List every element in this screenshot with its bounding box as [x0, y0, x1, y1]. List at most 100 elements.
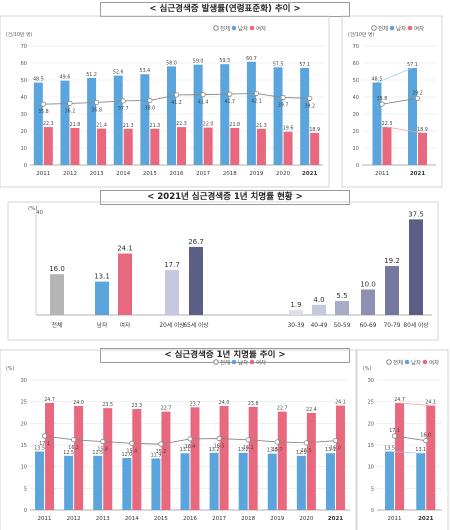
- incidence-label-male: 60.7: [246, 56, 257, 62]
- fatality-trend-label-male: 12.5: [92, 450, 103, 456]
- incidence-bar-male: [246, 61, 256, 166]
- fatality-trend-label-female: 23.8: [248, 401, 259, 407]
- fatality2021-bar: [335, 300, 349, 315]
- fatality-trend-bar-male: [64, 455, 74, 510]
- incidence-label-total: 41.2: [171, 100, 182, 106]
- incidence-bar-male: [273, 67, 283, 165]
- fatality-trend-legend-female-label: 여자: [256, 358, 266, 366]
- incidence-bar-female: [310, 132, 320, 165]
- incidence-y-tick: 40: [21, 95, 27, 101]
- fatality-trend-label-total: 15.4: [126, 448, 137, 454]
- incidence-side-label-male: 57.1: [407, 62, 418, 68]
- fatality2021-bar: [50, 274, 64, 315]
- incidence-side-y-tick: 0: [356, 163, 359, 169]
- fatality-trend-side-y-tick: 25: [368, 400, 374, 406]
- incidence-label-male: 53.4: [140, 68, 151, 74]
- fatality2021-x-tick: 80세 이상: [403, 321, 429, 329]
- incidence-label-female: 22.3: [176, 121, 187, 127]
- fatality-trend-bar-male: [151, 458, 161, 510]
- incidence-bar-female: [203, 127, 213, 165]
- fatality-trend-side-bar-male: [385, 451, 395, 510]
- incidence-bar-male: [167, 66, 176, 165]
- fatality-trend-legend-total-marker: [213, 359, 219, 365]
- fatality-trend-side-line-total: [394, 435, 426, 442]
- fatality2021-bar: [165, 269, 179, 315]
- fatality-trend-label-female: 24.7: [44, 397, 55, 403]
- incidence-side-y-tick: 60: [353, 61, 359, 67]
- incidence-side-point-total: [379, 101, 385, 107]
- fatality-trend-side-legend-total-marker: [386, 359, 392, 365]
- incidence-side-bar-female: [418, 132, 427, 165]
- incidence-label-female: 18.9: [309, 127, 320, 133]
- fatality-trend-x-tick: 2016: [183, 516, 197, 522]
- incidence-point-total: [40, 101, 46, 107]
- fatality-trend-bar-male: [35, 451, 45, 510]
- incidence-chart-title: < 심근경색증 발생률(연령표준화) 추이 >: [100, 2, 350, 17]
- incidence-label-total: 36.8: [91, 107, 102, 113]
- incidence-x-tick: 2013: [90, 171, 104, 177]
- fatality-trend-side-y-tick: 15: [368, 443, 374, 449]
- incidence-side-label-male: 48.5: [372, 77, 383, 83]
- fatality-trend-side-y-tick: 30: [368, 378, 374, 384]
- fatality-trend-side-label-female: 24.7: [394, 397, 405, 403]
- incidence-x-tick: 2020: [276, 171, 290, 177]
- incidence-point-total: [67, 100, 73, 107]
- fatality-trend-side-label-male: 13.5: [384, 446, 395, 452]
- fatality-trend-y-tick: 20: [21, 421, 27, 427]
- incidence-legend-female-marker: [249, 25, 255, 31]
- fatality-trend-point-total: [41, 433, 48, 439]
- incidence-x-tick: 2017: [196, 171, 210, 177]
- incidence-point-total: [173, 92, 180, 98]
- fatality-trend-side-line-male: [389, 451, 421, 454]
- fatality-trend-side-label-female: 24.1: [425, 400, 436, 406]
- incidence-y-tick: 10: [21, 146, 27, 152]
- fatality2021-bar: [118, 253, 132, 315]
- incidence-bar-male: [60, 80, 70, 165]
- incidence-bar-female: [230, 127, 240, 165]
- incidence-side-legend-female-label: 여자: [414, 24, 424, 32]
- incidence-label-total: 41.7: [224, 99, 235, 105]
- incidence-label-female: 21.4: [96, 123, 107, 129]
- incidence-side-label-female: 22.3: [382, 121, 393, 127]
- incidence-side-y-tick: 70: [353, 44, 359, 50]
- fatality-trend-side-label-male: 13.1: [415, 447, 426, 453]
- incidence-x-tick: 2018: [223, 171, 237, 177]
- incidence-side-legend-total-label: 전체: [378, 24, 388, 32]
- fatality-trend-x-tick: 2020: [299, 516, 313, 522]
- incidence-y-tick: 50: [21, 78, 27, 84]
- incidence-side-x-tick: 2011: [375, 171, 389, 177]
- fatality-trend-side-x-tick: 2021: [418, 516, 433, 522]
- fatality2021-x-tick: 60-69: [360, 323, 377, 329]
- fatality-trend-side-bar-female: [395, 402, 405, 510]
- incidence-label-female: 21.3: [150, 123, 161, 129]
- incidence-side-label-female: 18.9: [417, 127, 428, 133]
- incidence-bar-male: [300, 67, 310, 165]
- incidence-side-label-total: 35.8: [377, 96, 388, 102]
- fatality-trend-point-total: [187, 436, 193, 442]
- fatality-trend-bar-male: [267, 453, 277, 510]
- incidence-label-male: 59.3: [219, 58, 230, 64]
- fatality-trend-side-y-tick: 5: [371, 486, 374, 492]
- incidence-point-total: [120, 98, 126, 104]
- fatality2021-bar: [189, 246, 203, 315]
- fatality-trend-side-y-tick: 20: [368, 421, 374, 427]
- fatality-trend-point-total: [71, 437, 77, 443]
- fatality2021-x-tick: 20세 이상: [159, 321, 185, 329]
- fatality-trend-bar-female: [335, 405, 345, 510]
- incidence-label-total: 39.7: [278, 103, 289, 109]
- fatality2021-x-tick: 30-39: [288, 323, 305, 329]
- fatality2021-x-tick: 전체: [52, 321, 63, 329]
- incidence-label-female: 22.3: [43, 121, 54, 127]
- fatality-trend-point-total: [274, 439, 280, 445]
- fatality-trend-bar-female: [306, 412, 316, 510]
- fatality2021-bar: [289, 310, 303, 315]
- fatality-trend-bar-female: [219, 406, 229, 510]
- fatality-trend-legend-total-label: 전체: [220, 358, 230, 366]
- incidence-label-female: 21.8: [229, 122, 240, 128]
- incidence-y-tick: 20: [21, 129, 27, 135]
- fatality2021-chart-title: < 2021년 심근경색증 1년 치명률 현황 >: [100, 190, 350, 205]
- fatality-trend-bar-female: [45, 402, 55, 510]
- fatality-trend-side-legend-male-label: 남자: [411, 358, 421, 366]
- fatality-trend-label-total: 15.7: [272, 447, 283, 453]
